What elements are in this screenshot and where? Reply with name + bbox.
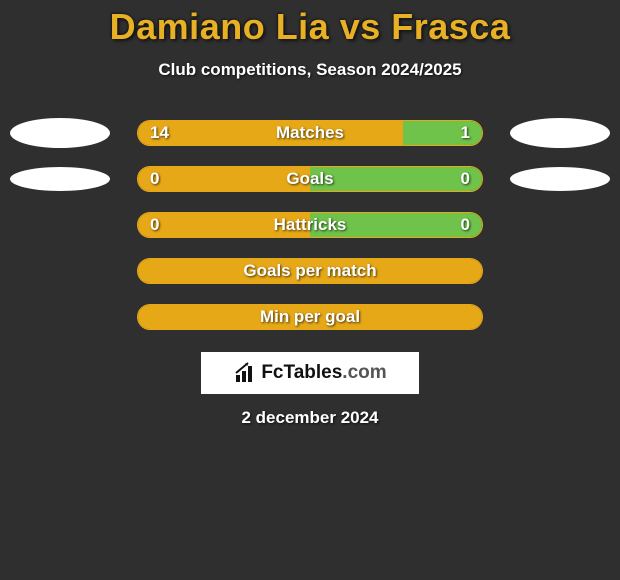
- logo-text: FcTables.com: [261, 362, 386, 384]
- bar-fill-left: [138, 213, 310, 237]
- stat-bar: Goals per match: [137, 258, 483, 284]
- bar-fill-right: [310, 167, 482, 191]
- bar-fill-right: [403, 121, 482, 145]
- stat-bar: Matches141: [137, 120, 483, 146]
- bar-fill-left: [138, 305, 482, 329]
- stat-row: Goals per match: [0, 258, 620, 284]
- stat-bar: Min per goal: [137, 304, 483, 330]
- stat-row: Min per goal: [0, 304, 620, 330]
- subtitle: Club competitions, Season 2024/2025: [158, 60, 461, 80]
- logo-text-main: FcTables: [261, 362, 342, 383]
- player2-marker: [510, 167, 610, 191]
- page-title: Damiano Lia vs Frasca: [110, 6, 511, 48]
- stat-row: Goals00: [0, 166, 620, 192]
- logo-box: FcTables.com: [201, 352, 419, 394]
- bar-fill-left: [138, 259, 482, 283]
- comparison-card: Damiano Lia vs Frasca Club competitions,…: [0, 0, 620, 580]
- stat-rows: Matches141 Goals00 Hattricks00 Goals per ma…: [0, 120, 620, 330]
- chart-icon: [233, 361, 257, 385]
- bar-fill-right: [310, 213, 482, 237]
- player1-marker: [10, 118, 110, 148]
- stat-row: Hattricks00: [0, 212, 620, 238]
- stat-bar: Goals00: [137, 166, 483, 192]
- player2-marker: [510, 118, 610, 148]
- logo-text-suffix: .com: [342, 362, 386, 383]
- stat-bar: Hattricks00: [137, 212, 483, 238]
- bar-fill-left: [138, 121, 403, 145]
- footer-date: 2 december 2024: [241, 408, 378, 428]
- bar-fill-left: [138, 167, 310, 191]
- stat-row: Matches141: [0, 120, 620, 146]
- player1-marker: [10, 167, 110, 191]
